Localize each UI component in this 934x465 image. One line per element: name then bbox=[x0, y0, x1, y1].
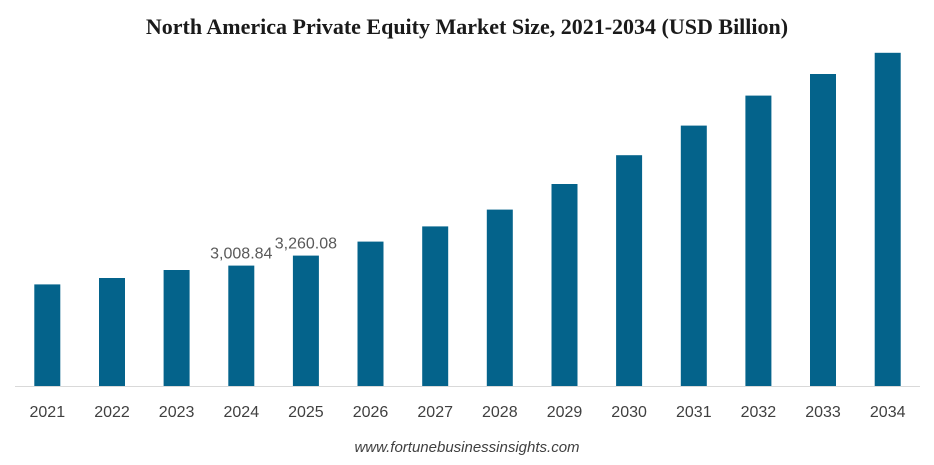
bar-2030 bbox=[616, 155, 643, 386]
data-label-2025: 3,260.08 bbox=[275, 236, 337, 253]
x-tick-label-2030: 2030 bbox=[611, 404, 647, 421]
bar-2032 bbox=[745, 95, 772, 386]
x-tick-label-2021: 2021 bbox=[30, 404, 66, 421]
bar-2034 bbox=[874, 52, 901, 387]
x-tick-label-2031: 2031 bbox=[676, 404, 712, 421]
data-labels-layer: 3,008.843,260.08 bbox=[210, 236, 337, 263]
bar-2028 bbox=[486, 209, 513, 386]
chart-title: North America Private Equity Market Size… bbox=[145, 14, 789, 39]
bar-2022 bbox=[99, 278, 125, 386]
bar-2026 bbox=[357, 241, 384, 386]
bar-2027 bbox=[422, 226, 449, 386]
x-tick-label-2023: 2023 bbox=[159, 404, 195, 421]
bar-2029 bbox=[551, 184, 578, 386]
bar-2031 bbox=[680, 125, 707, 386]
source-credit: www.fortunebusinessinsights.com bbox=[354, 439, 580, 456]
x-tick-label-2022: 2022 bbox=[94, 404, 130, 421]
x-tick-label-2025: 2025 bbox=[288, 404, 324, 421]
x-tick-label-2032: 2032 bbox=[741, 404, 777, 421]
bar-2024 bbox=[228, 265, 255, 386]
x-tick-label-2024: 2024 bbox=[224, 404, 260, 421]
x-tick-label-2028: 2028 bbox=[482, 404, 518, 421]
bar-2033 bbox=[810, 74, 836, 386]
bars-layer bbox=[34, 52, 901, 387]
data-label-2024: 3,008.84 bbox=[210, 246, 272, 263]
x-tick-label-2027: 2027 bbox=[417, 404, 453, 421]
x-tick-labels: 2021 2022 2023 2024 2025 2026 2027 2028 2029 2030… bbox=[30, 404, 906, 421]
x-tick-label-2034: 2034 bbox=[870, 404, 906, 421]
x-tick-label-2029: 2029 bbox=[547, 404, 583, 421]
bar-2025 bbox=[292, 255, 319, 386]
x-tick-label-2026: 2026 bbox=[353, 404, 389, 421]
bar-2023 bbox=[163, 270, 190, 386]
bar-2021 bbox=[34, 284, 61, 386]
x-tick-label-2033: 2033 bbox=[805, 404, 841, 421]
